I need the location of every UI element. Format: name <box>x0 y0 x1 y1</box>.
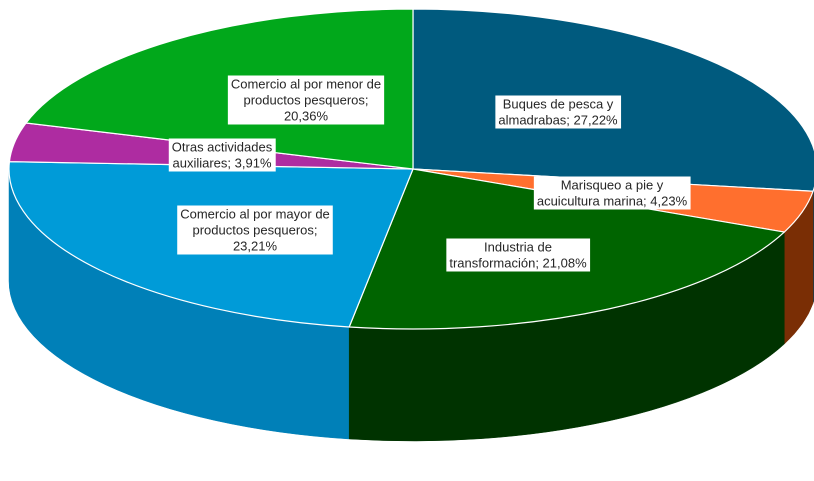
slice-label-line: productos pesqueros; <box>243 93 368 108</box>
slice-label-6: Comercio al por menor de productos pesque… <box>227 75 385 125</box>
slice-labels: Buques de pesca y almadrabas; 27,22% Maris… <box>168 75 691 272</box>
slice-label-box <box>533 176 691 210</box>
slice-label-line: Comercio al por menor de <box>231 77 381 92</box>
slice-label-box <box>177 205 333 255</box>
pie-slices <box>8 8 814 330</box>
slice-label-line: Buques de pesca y <box>503 97 614 112</box>
slice-label-text: Marisqueo a pie y acuicultura marina; 4,2… <box>537 178 688 209</box>
slice-label-line: acuicultura marina; 4,23% <box>537 194 688 209</box>
pie-sides <box>8 168 814 442</box>
slice-label-box <box>446 238 591 272</box>
slice-label-line: Marisqueo a pie y <box>561 178 664 193</box>
slice-label-text: Comercio al por mayor de productos pesque… <box>180 207 330 254</box>
slice-label-3: Industria de transformación; 21,08% <box>446 238 591 272</box>
slice-label-line: Otras actividades <box>172 140 273 155</box>
slice-label-line: 20,36% <box>284 109 329 124</box>
slice-label-line: Comercio al por mayor de <box>180 207 330 222</box>
slice-label-line: auxiliares; 3,91% <box>173 156 272 171</box>
slice-label-5: Otras actividades auxiliares; 3,91% <box>168 138 276 172</box>
slice-label-line: transformación; 21,08% <box>449 256 587 271</box>
slice-label-box <box>168 138 276 172</box>
slice-label-2: Marisqueo a pie y acuicultura marina; 4,2… <box>533 176 691 210</box>
slice-label-line: productos pesqueros; <box>192 223 317 238</box>
slice-label-text: Comercio al por menor de productos pesque… <box>231 77 381 124</box>
slice-label-line: Industria de <box>484 240 552 255</box>
slice-label-text: Industria de transformación; 21,08% <box>449 240 587 271</box>
slice-label-text: Buques de pesca y almadrabas; 27,22% <box>498 97 618 128</box>
slice-label-text: Otras actividades auxiliares; 3,91% <box>172 140 273 171</box>
pie-slice-6 <box>25 8 414 170</box>
slice-label-line: almadrabas; 27,22% <box>498 113 618 128</box>
slice-label-box <box>495 95 622 129</box>
slice-label-1: Buques de pesca y almadrabas; 27,22% <box>495 95 622 129</box>
slice-label-box <box>227 75 385 125</box>
slice-label-line: 23,21% <box>233 239 278 254</box>
slice-label-4: Comercio al por mayor de productos pesque… <box>177 205 333 255</box>
